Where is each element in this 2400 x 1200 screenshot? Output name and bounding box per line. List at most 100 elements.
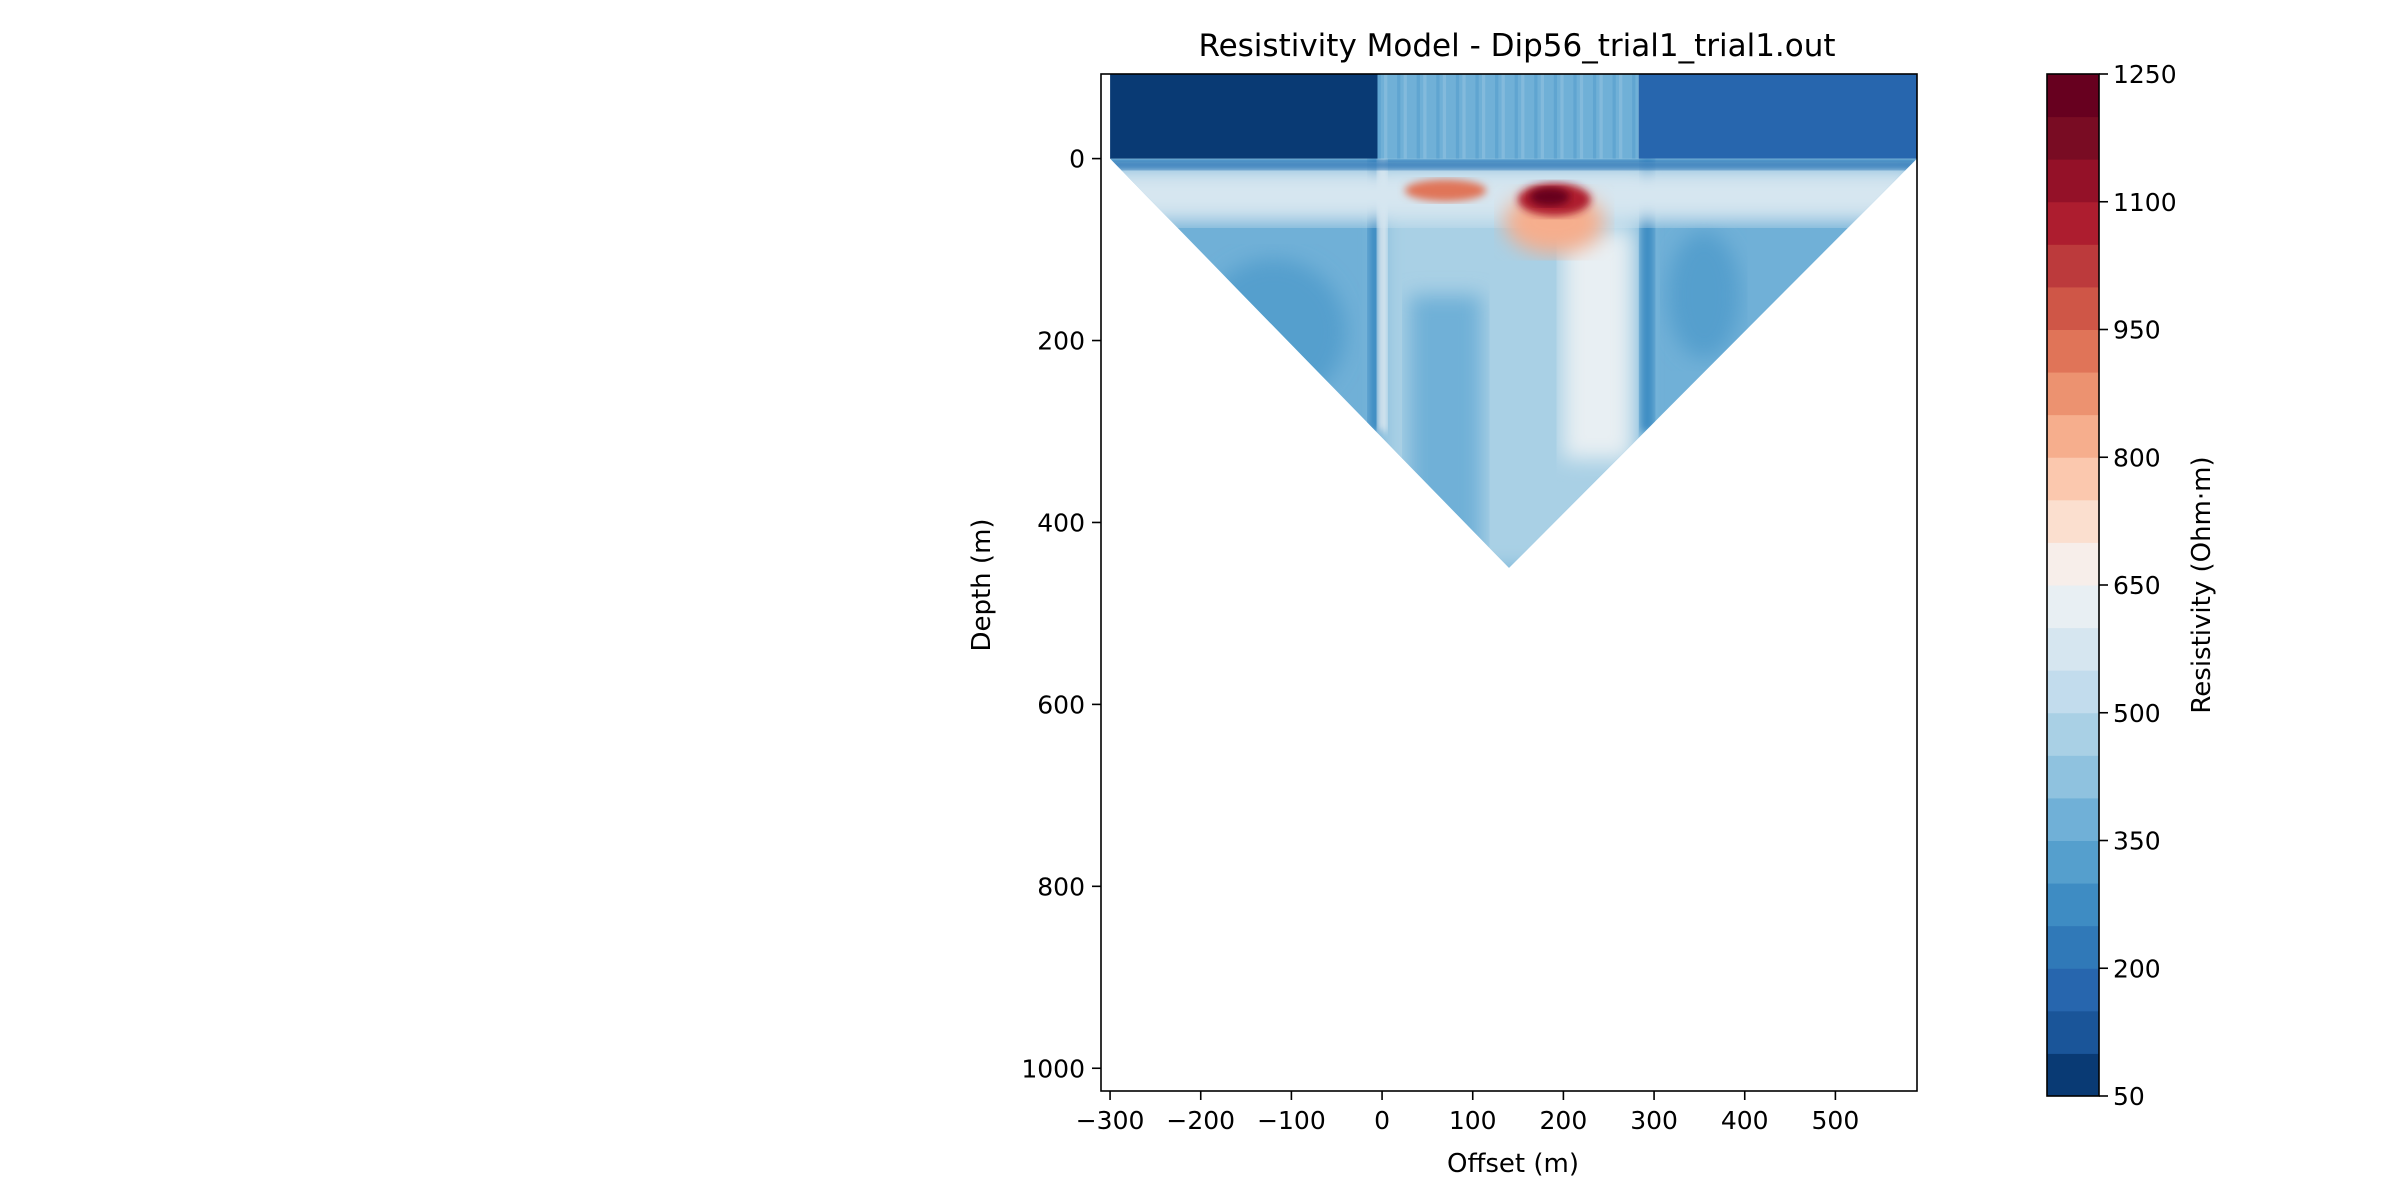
anomaly-core [1529,187,1570,206]
colorbar-level [2047,372,2099,416]
x-tick-label: 300 [1630,1106,1678,1135]
chart-title: Resistivity Model - Dip56_trial1_trial1.… [1198,28,1835,64]
right-light-lobe [1563,231,1632,459]
y-tick-label: 1000 [1021,1054,1085,1083]
surface-stripe [1508,74,1512,159]
x-tick-label: −300 [1076,1106,1145,1135]
surface-stripe [1488,74,1492,159]
surface-stripe [1501,74,1505,159]
surface-stripe [1553,74,1558,159]
x-axis-label: Offset (m) [1447,1149,1579,1179]
surface-stripe [1390,74,1394,159]
x-tick-label: 400 [1721,1106,1769,1135]
colorbar-level [2047,670,2099,714]
colorbar-level [2047,244,2099,288]
surface-stripe [1540,74,1544,159]
x-tick-label: 500 [1812,1106,1860,1135]
colorbar-level [2047,286,2099,330]
colorbar-tick-label: 1250 [2113,60,2177,89]
surface-stripe [1377,74,1381,159]
colorbar-level [2047,329,2099,373]
surface-band-left [1110,74,1378,159]
surface-stripe [1423,74,1427,159]
x-tick-label: 200 [1540,1106,1588,1135]
colorbar-tick-label: 200 [2113,954,2161,983]
surface-stripe [1442,74,1447,159]
right-edge-stripe [1640,158,1655,432]
surface-stripe [1606,74,1610,159]
surface-stripe [1416,74,1420,159]
colorbar-level [2047,968,2099,1012]
surface-stripe [1449,74,1453,159]
surface-stripe [1579,74,1584,159]
surface-stripe [1566,74,1571,159]
surface-stripe [1481,74,1486,159]
colorbar-label: Resistivity (Ohm·m) [2187,456,2217,713]
surface-stripe [1410,74,1414,159]
colorbar-level [2047,1053,2099,1097]
resistivity-section [1110,74,1917,568]
colorbar-level [2047,159,2099,203]
surface-stripe [1625,74,1629,159]
right-flank-lobe [1667,231,1741,359]
surface-stripe [1514,74,1518,159]
surface-band-right [1638,74,1917,159]
plot-area [1110,74,1917,568]
surface-stripe [1534,74,1538,159]
colorbar-level [2047,201,2099,245]
colorbar-tick-label: 1100 [2113,188,2177,217]
colorbar-level [2047,74,2099,118]
y-axis: 0 200 400 600 800 1000 [1021,145,1101,1083]
surface-stripe [1468,74,1473,159]
colorbar-level [2047,925,2099,969]
surface-stripe [1455,74,1460,159]
colorbar-tick-label: 800 [2113,443,2161,472]
x-tick-label: 0 [1374,1106,1390,1135]
colorbar-tick-label: 650 [2113,571,2161,600]
surface-stripe [1384,74,1388,159]
surface-stripe [1560,74,1564,159]
surface-stripe [1586,74,1590,159]
left-light-stripe [1377,158,1387,432]
surface-stripe [1403,74,1407,159]
colorbar-tick-label: 950 [2113,316,2161,345]
y-axis-label: Depth (m) [967,518,997,651]
surface-stripe [1495,74,1499,159]
central-lobe [1409,295,1482,568]
surface-stripe [1632,74,1636,159]
colorbar-level [2047,1010,2099,1054]
surface-stripe [1592,74,1597,159]
y-tick-label: 200 [1037,327,1085,356]
surface-stripe [1573,74,1577,159]
colorbar-level [2047,116,2099,160]
colorbar-level [2047,755,2099,799]
colorbar-level [2047,627,2099,671]
y-tick-label: 600 [1037,690,1085,719]
surface-stripe [1475,74,1479,159]
colorbar-level [2047,414,2099,458]
colorbar: 50 200 350 500 650 800 950 1100 1250 [2046,60,2177,1111]
surface-stripe [1547,74,1551,159]
colorbar-level [2047,840,2099,884]
surface-stripe [1527,74,1531,159]
y-tick-label: 800 [1037,872,1085,901]
plot-frame [1100,73,1918,1092]
surface-stripe [1521,74,1525,159]
colorbar-level [2047,712,2099,756]
surface-dark-line [1110,160,1917,170]
surface-stripe [1397,74,1401,159]
y-tick-label: 400 [1037,508,1085,537]
x-tick-label: −100 [1257,1106,1326,1135]
x-tick-label: −200 [1166,1106,1235,1135]
colorbar-level [2047,457,2099,501]
colorbar-level [2047,585,2099,629]
x-axis: −300 −200 −100 0 100 200 300 400 500 [1076,1091,1860,1135]
colorbar-level [2047,542,2099,586]
colorbar-tick-label: 350 [2113,827,2161,856]
secondary-anomaly [1404,179,1487,202]
colorbar-tick-label: 50 [2113,1082,2145,1111]
colorbar-level [2047,883,2099,927]
surface-stripe [1462,74,1466,159]
surface-stripe [1599,74,1603,159]
